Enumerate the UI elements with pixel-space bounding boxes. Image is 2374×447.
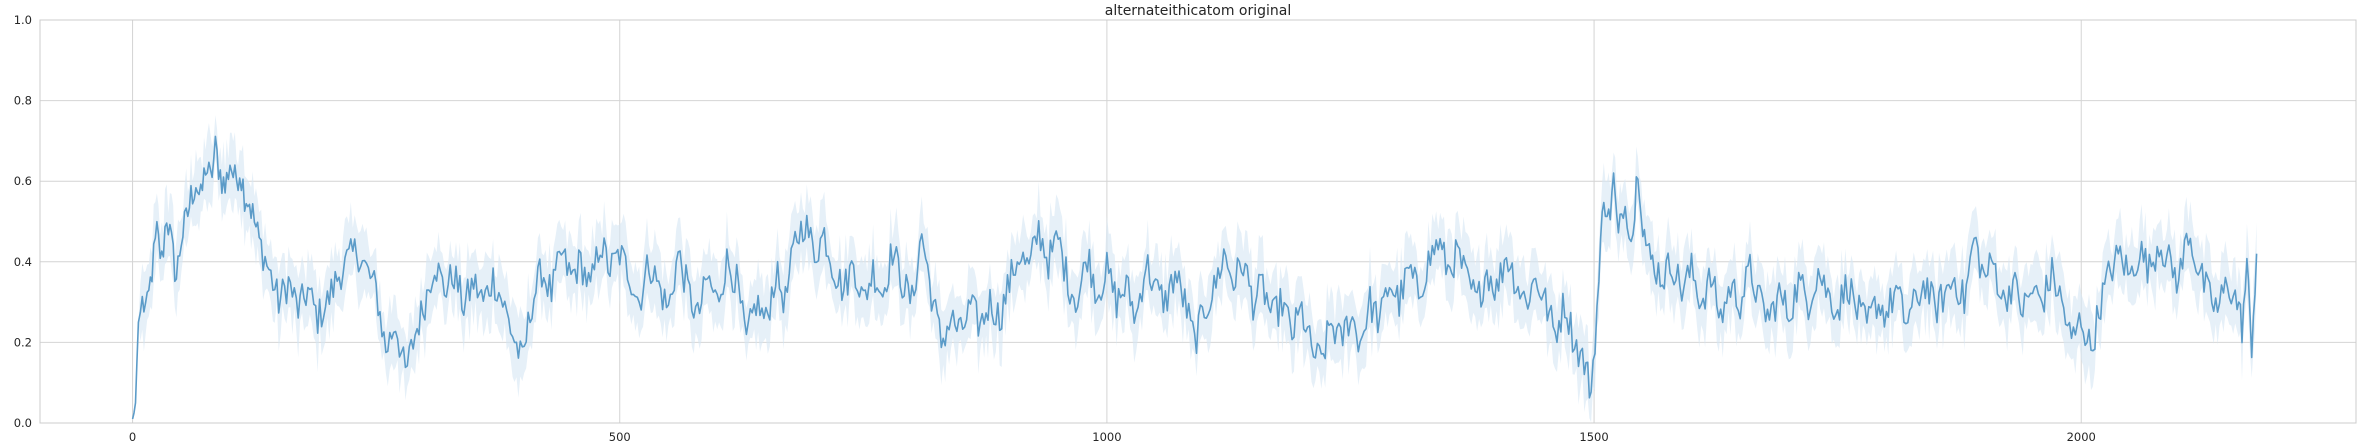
y-axis-tick-labels: 0.0 0.2 0.4 0.6 0.8 1.0 [14, 13, 32, 430]
x-tick-label: 1500 [1579, 430, 1608, 444]
chart-title: alternateithicatom original [1105, 3, 1292, 19]
confidence-band-layer [132, 115, 2257, 423]
x-axis-tick-labels: 0 500 1000 1500 2000 [129, 430, 2096, 444]
x-tick-label: 0 [129, 430, 136, 444]
y-tick-label: 1.0 [14, 13, 32, 27]
series-line [131, 135, 2258, 420]
y-tick-label: 0.0 [14, 416, 32, 430]
y-tick-label: 0.2 [14, 335, 32, 349]
plot-frame [39, 19, 2357, 424]
x-tick-label: 500 [609, 430, 631, 444]
x-tick-label: 2000 [2067, 430, 2096, 444]
y-tick-label: 0.4 [14, 255, 32, 269]
series-confidence-band [132, 115, 2257, 423]
x-tick-label: 1000 [1092, 430, 1121, 444]
series-line-layer [131, 135, 2258, 420]
y-tick-label: 0.6 [14, 174, 32, 188]
y-tick-label: 0.8 [14, 94, 32, 108]
